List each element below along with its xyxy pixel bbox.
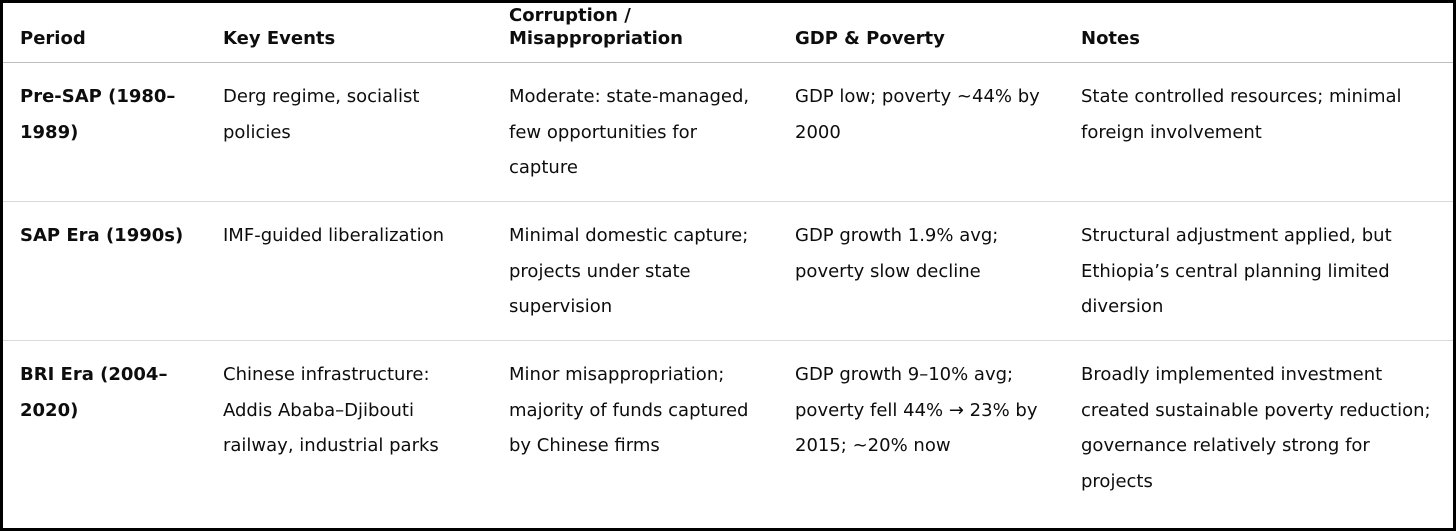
cell-corruption: Minor misappropriation; majority of fund… (509, 364, 749, 456)
header-corruption-line2: Misappropriation (509, 28, 683, 49)
cell-period: SAP Era (1990s) (20, 225, 184, 246)
cell-notes: Broadly implemented investment created s… (1081, 364, 1431, 492)
cell-gdp-poverty: GDP growth 9–10% avg; poverty fell 44% →… (795, 364, 1038, 456)
cell-notes: Structural adjustment applied, but Ethio… (1081, 225, 1392, 317)
row-divider (3, 340, 1453, 341)
cell-notes: State controlled resources; minimal fore… (1081, 86, 1402, 143)
header-period: Period (20, 28, 86, 49)
row-divider (3, 201, 1453, 202)
cell-corruption: Moderate: state-managed, few opportuniti… (509, 86, 750, 178)
cell-key-events: Derg regime, socialist policies (223, 86, 420, 143)
cell-gdp-poverty: GDP low; poverty ~44% by 2000 (795, 86, 1040, 143)
cell-gdp-poverty: GDP growth 1.9% avg; poverty slow declin… (795, 225, 999, 282)
header-corruption-line1: Corruption / (509, 5, 631, 26)
cell-period: BRI Era (2004–2020) (20, 364, 168, 421)
header-notes: Notes (1081, 28, 1140, 49)
header-key-events: Key Events (223, 28, 336, 49)
cell-key-events: IMF-guided liberalization (223, 225, 445, 246)
header-divider (3, 62, 1453, 63)
cell-key-events: Chinese infrastructure: Addis Ababa–Djib… (223, 364, 439, 456)
cell-corruption: Minimal domestic capture; projects under… (509, 225, 749, 317)
cell-period: Pre-SAP (1980–1989) (20, 86, 176, 143)
header-gdp-poverty: GDP & Poverty (795, 28, 945, 49)
